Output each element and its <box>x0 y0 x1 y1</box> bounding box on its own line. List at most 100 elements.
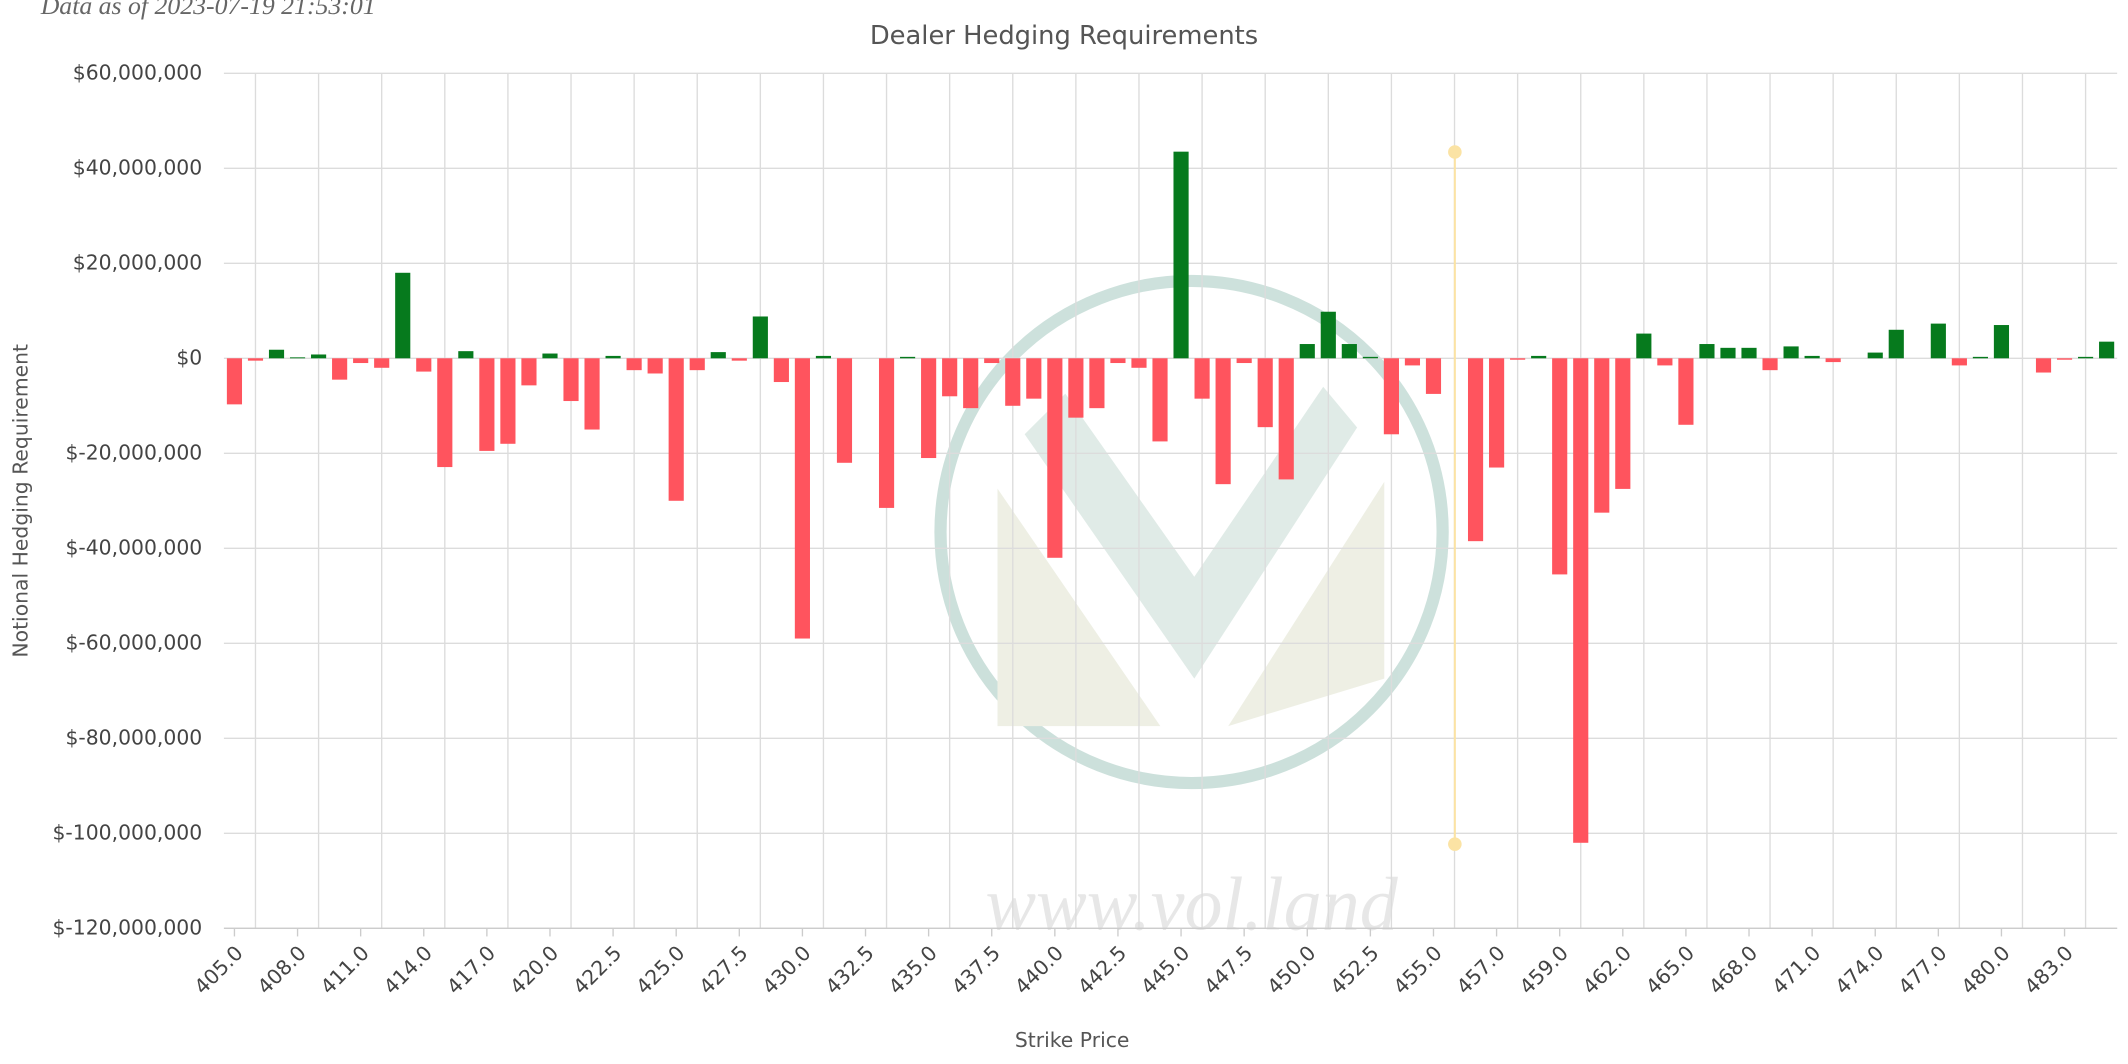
bar <box>1930 323 1946 359</box>
bar <box>1867 352 1883 359</box>
bar <box>1699 344 1715 359</box>
bar <box>921 358 937 459</box>
bar <box>1720 347 1736 359</box>
bar <box>1110 358 1126 364</box>
bar <box>836 358 853 463</box>
x-tick-label: 474.0 <box>1830 941 1888 999</box>
bar <box>773 358 789 383</box>
bar <box>2056 358 2073 360</box>
y-tick-label: $0 <box>176 345 202 369</box>
y-tick-label: $-40,000,000 <box>65 535 202 559</box>
y-tick-label: $-20,000,000 <box>65 440 202 464</box>
bar <box>353 358 369 364</box>
bar <box>794 358 810 639</box>
bar <box>1594 358 1610 513</box>
bar <box>1972 356 1988 359</box>
x-tick-label: 471.0 <box>1767 941 1825 999</box>
bar <box>1573 358 1589 843</box>
x-tick-label: 437.5 <box>947 941 1005 999</box>
bar <box>2078 356 2094 359</box>
x-tick-label: 483.0 <box>2020 941 2078 999</box>
bar <box>1047 358 1063 558</box>
bar <box>374 358 390 368</box>
x-tick-label: 435.0 <box>884 941 942 999</box>
x-axis-title: Strike Price <box>1015 1028 1130 1052</box>
bar <box>963 358 979 409</box>
bar <box>500 358 516 444</box>
x-tick-label: 447.5 <box>1199 941 1257 999</box>
y-tick-label: $20,000,000 <box>73 250 202 274</box>
bar <box>563 358 579 402</box>
bar <box>1510 358 1526 360</box>
bar <box>1489 358 1505 468</box>
bar <box>1236 358 1252 364</box>
x-tick-label: 480.0 <box>1956 941 2014 999</box>
plot-area: $-120,000,000 $-100,000,000 $-80,000,000 $-… <box>52 60 2118 999</box>
bar <box>521 358 537 386</box>
y-tick-label: $-100,000,000 <box>52 820 202 844</box>
bar <box>1383 358 1399 435</box>
bar <box>689 358 705 371</box>
y-tick-label: $-120,000,000 <box>52 915 202 939</box>
bar <box>332 358 348 380</box>
bar <box>1404 358 1421 366</box>
y-axis-title: Notional Hedging Requirement <box>9 344 33 658</box>
bar <box>1278 358 1294 480</box>
bar <box>2099 341 2115 359</box>
x-tick-label: 414.0 <box>379 941 437 999</box>
watermark-text: www.vol.land <box>985 862 1398 946</box>
y-tick-label: $60,000,000 <box>73 60 202 84</box>
bar <box>247 358 264 361</box>
bar <box>1804 355 1820 359</box>
watermark-ring <box>934 274 1449 790</box>
bar <box>647 358 663 374</box>
bar <box>1089 358 1105 409</box>
x-tick-label: 457.0 <box>1452 941 1510 999</box>
bar <box>1636 333 1652 359</box>
bar <box>752 316 768 359</box>
bar <box>1257 358 1273 428</box>
bar <box>437 358 453 468</box>
bar <box>1362 356 1378 359</box>
x-tick-label: 468.0 <box>1704 941 1762 999</box>
bar <box>1951 358 1967 366</box>
x-tick-label: 455.0 <box>1389 941 1447 999</box>
bar <box>1762 358 1778 371</box>
bar <box>1341 344 1357 359</box>
x-tick-label: 445.0 <box>1136 941 1194 999</box>
x-tick-label: 425.0 <box>631 941 689 999</box>
bar <box>289 357 306 359</box>
data-timestamp: Data as of 2023-07-19 21:53:01 <box>40 0 376 20</box>
x-tick-label: 430.0 <box>757 941 815 999</box>
bar <box>1783 346 1799 359</box>
x-tick-label: 452.5 <box>1325 941 1383 999</box>
bar <box>1993 325 2010 359</box>
bar <box>1888 329 1904 359</box>
bar <box>479 358 495 451</box>
bar <box>1741 347 1757 359</box>
bar <box>1552 358 1568 575</box>
chart-title: Dealer Hedging Requirements <box>870 21 1258 51</box>
bar <box>542 353 558 359</box>
y-tick-label: $-80,000,000 <box>65 725 202 749</box>
watermark-shape <box>997 481 1385 727</box>
x-tick-label: 465.0 <box>1641 941 1699 999</box>
bar <box>1657 358 1673 366</box>
bar <box>311 354 327 359</box>
y-tick-label: $-60,000,000 <box>65 630 202 654</box>
hover-dot <box>1448 145 1462 159</box>
bar <box>1005 358 1021 406</box>
x-tick-label: 477.0 <box>1893 941 1951 999</box>
bar <box>1194 358 1210 399</box>
bar <box>395 272 411 359</box>
bar <box>1299 344 1315 359</box>
bar <box>2035 358 2052 373</box>
x-tick-label: 440.0 <box>1010 941 1068 999</box>
bar <box>1467 358 1484 542</box>
x-tick-label: 459.0 <box>1515 941 1573 999</box>
x-tick-label: 408.0 <box>253 941 311 999</box>
bar <box>626 358 642 371</box>
x-tick-label: 422.5 <box>568 941 626 999</box>
